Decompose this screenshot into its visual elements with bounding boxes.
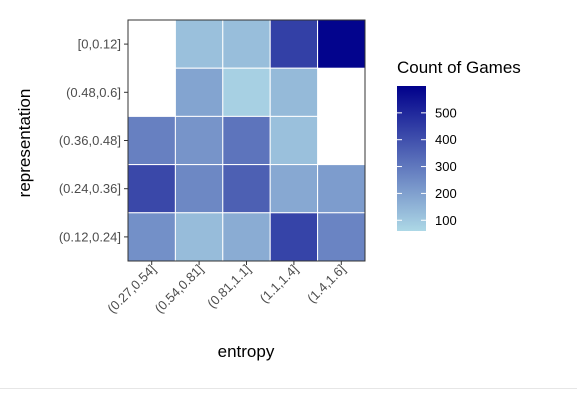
heatmap-cell	[317, 19, 366, 69]
heatmap-cell	[174, 164, 224, 214]
legend-label: 500	[435, 105, 457, 120]
heatmap-cell	[222, 115, 271, 166]
legend-label: 200	[435, 186, 457, 201]
y-tick-label: (0.36,0.48]	[59, 133, 121, 148]
bottom-divider	[0, 388, 577, 389]
heatmap-cell	[222, 19, 271, 69]
heatmap-cell	[222, 164, 271, 214]
heatmap-cell	[174, 212, 224, 262]
y-tick-label: (0.12,0.24]	[59, 229, 121, 244]
heatmap-cell	[222, 212, 271, 262]
heatmap-cell	[269, 164, 319, 214]
y-tick-label: (0.48,0.6]	[66, 85, 121, 100]
legend-label: 300	[435, 159, 457, 174]
heatmap-cells	[127, 19, 366, 262]
x-tick-label: (0.81,1.1]	[204, 262, 253, 311]
legend-ticks: 100 200 300 400 500	[397, 105, 457, 228]
heatmap-cell	[317, 164, 366, 214]
legend-title: Count of Games	[397, 58, 521, 77]
heatmap-cell	[127, 212, 176, 262]
heatmap-cell	[127, 115, 176, 166]
legend-colorbar	[397, 86, 426, 231]
legend: Count of Games 100 200 300 400 500	[397, 58, 521, 231]
heatmap-cell	[269, 19, 319, 69]
heatmap-cell	[174, 19, 224, 69]
x-tick-label: (1.4,1.6]	[304, 262, 348, 306]
y-axis-title: representation	[15, 89, 34, 198]
legend-label: 400	[435, 132, 457, 147]
x-tick-label: (1.1,1.4]	[257, 262, 301, 306]
heatmap-cell	[269, 67, 319, 117]
y-tick-label: [0,0.12]	[78, 37, 121, 52]
heatmap-cell	[269, 115, 319, 166]
x-axis-title: entropy	[218, 342, 275, 361]
x-tick-label: (0.54,0.81]	[152, 262, 207, 317]
heatmap-cell	[174, 67, 224, 117]
x-axis: (0.27,0.54](0.54,0.81](0.81,1.1] (1.1,1.4…	[104, 261, 348, 316]
heatmap-cell	[317, 212, 366, 262]
x-tick-label: (0.27,0.54]	[104, 262, 159, 317]
heatmap-cell	[174, 115, 224, 166]
heatmap-cell	[222, 67, 271, 117]
heatmap-cell	[127, 164, 176, 214]
heatmap-cell	[269, 212, 319, 262]
y-tick-label: (0.24,0.36]	[59, 181, 121, 196]
legend-label: 100	[435, 213, 457, 228]
y-axis: (0.12,0.24] (0.24,0.36] (0.36,0.48] (0.48,0…	[59, 37, 128, 244]
